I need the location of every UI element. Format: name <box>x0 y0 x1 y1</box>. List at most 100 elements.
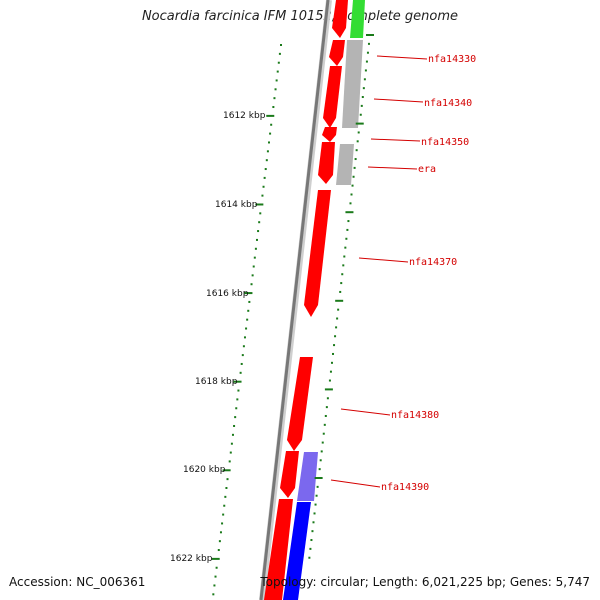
ruler-minor-tick <box>342 264 345 267</box>
gene-green[interactable] <box>350 0 365 38</box>
ruler-major-tick <box>222 469 231 472</box>
ruler-minor-tick <box>363 78 366 81</box>
gene-label-nfa14340[interactable]: nfa14340 <box>424 98 472 109</box>
ruler-minor-tick <box>349 202 352 205</box>
ruler-minor-tick <box>265 159 268 162</box>
gene-forward-5[interactable] <box>318 142 335 184</box>
ruler-label-1614: 1614 kbp <box>215 200 258 210</box>
ruler-minor-tick <box>259 212 262 215</box>
ruler-minor-tick <box>362 87 365 90</box>
ruler-minor-tick <box>250 283 253 286</box>
ruler-major-tick <box>335 299 344 302</box>
gene-grey-1[interactable] <box>342 40 363 128</box>
gene-label-era[interactable]: era <box>418 164 436 175</box>
ruler-minor-tick <box>312 521 315 524</box>
gene-forward-6[interactable] <box>304 190 331 317</box>
ruler-minor-tick <box>261 194 264 197</box>
ruler-minor-tick <box>316 485 319 488</box>
ruler-minor-tick <box>218 540 221 543</box>
ruler-minor-tick <box>324 414 327 417</box>
ruler-minor-tick <box>251 274 254 277</box>
ruler-label-1616: 1616 kbp <box>206 289 249 299</box>
ruler-minor-tick <box>248 300 251 303</box>
ruler-minor-tick <box>359 113 362 116</box>
ruler-minor-tick <box>343 255 346 258</box>
ruler-minor-tick <box>221 522 224 525</box>
ruler-minor-tick <box>267 141 270 144</box>
ruler-minor-tick <box>311 530 314 533</box>
gene-forward-9[interactable] <box>264 499 293 600</box>
gene-label-nfa14380[interactable]: nfa14380 <box>391 410 439 421</box>
ruler-minor-tick <box>318 468 321 471</box>
ruler-minor-tick <box>323 423 326 426</box>
ruler-major-tick <box>233 380 242 383</box>
callout-line <box>370 138 421 142</box>
callout-line <box>330 479 381 488</box>
gene-reverse-light[interactable] <box>297 452 318 501</box>
gene-label-nfa14370[interactable]: nfa14370 <box>409 257 457 268</box>
gene-label-nfa14350[interactable]: nfa14350 <box>421 137 469 148</box>
ruler-label-1618: 1618 kbp <box>195 377 238 387</box>
ruler-minor-tick <box>315 494 318 497</box>
ruler-minor-tick <box>365 60 368 63</box>
ruler-minor-tick <box>347 220 350 223</box>
ruler-minor-tick <box>277 61 280 64</box>
ruler-ticks <box>211 34 374 596</box>
ruler-minor-tick <box>215 566 218 569</box>
ruler-major-tick <box>345 211 354 214</box>
gene-label-nfa14330[interactable]: nfa14330 <box>428 54 476 65</box>
gene-reverse[interactable] <box>283 502 311 600</box>
ruler-major-tick <box>255 203 264 206</box>
ruler-minor-tick <box>346 228 349 231</box>
ruler-minor-tick <box>235 407 238 410</box>
ruler-major-tick <box>366 34 374 36</box>
ruler-minor-tick <box>355 149 358 152</box>
ruler-minor-tick <box>341 273 344 276</box>
ruler-minor-tick <box>234 416 237 419</box>
ruler-minor-tick <box>330 361 333 364</box>
ruler-minor-tick <box>230 442 233 445</box>
gene-forward-7[interactable] <box>287 357 313 451</box>
ruler-minor-tick <box>223 504 226 507</box>
ruler-minor-tick <box>272 106 275 109</box>
gene-grey-2[interactable] <box>336 144 354 185</box>
ruler-minor-tick <box>332 352 335 355</box>
ruler-minor-tick <box>310 539 313 542</box>
ruler-minor-tick <box>229 451 232 454</box>
ruler-major-tick <box>324 388 333 391</box>
ruler-minor-tick <box>334 335 337 338</box>
ruler-minor-tick <box>269 132 272 135</box>
ruler-minor-tick <box>326 397 329 400</box>
ruler-minor-tick <box>352 175 355 178</box>
ruler-minor-tick <box>253 256 256 259</box>
ruler-minor-tick <box>313 512 316 515</box>
ruler-minor-tick <box>270 123 273 126</box>
ruler-minor-tick <box>356 140 359 143</box>
callout-line <box>376 55 428 60</box>
ruler-minor-tick <box>325 406 328 409</box>
gene-label-nfa14390[interactable]: nfa14390 <box>381 482 429 493</box>
gene-forward-4[interactable] <box>322 127 337 142</box>
gene-forward-1[interactable] <box>332 0 348 38</box>
ruler-minor-tick <box>212 593 215 596</box>
ruler-minor-tick <box>246 318 249 321</box>
ruler-major-tick <box>314 477 323 479</box>
ruler-minor-tick <box>257 230 260 233</box>
ruler-minor-tick <box>336 317 339 320</box>
gene-forward-3[interactable] <box>323 66 342 128</box>
ruler-major-tick <box>355 122 364 125</box>
ruler-minor-tick <box>314 503 317 506</box>
gene-forward-2[interactable] <box>329 40 345 66</box>
backbone-line <box>259 0 330 600</box>
ruler-minor-tick <box>254 247 257 250</box>
ruler-minor-tick <box>239 371 242 374</box>
ruler-major-tick <box>266 114 275 117</box>
ruler-minor-tick <box>225 487 228 489</box>
ruler-minor-tick <box>228 460 231 463</box>
ruler-minor-tick <box>322 432 325 435</box>
gene-forward-8[interactable] <box>280 451 299 498</box>
ruler-minor-tick <box>340 282 343 285</box>
genome-summary-text: Topology: circular; Length: 6,021,225 bp… <box>260 575 590 589</box>
ruler-minor-tick <box>333 344 336 347</box>
ruler-major-tick <box>244 292 253 295</box>
